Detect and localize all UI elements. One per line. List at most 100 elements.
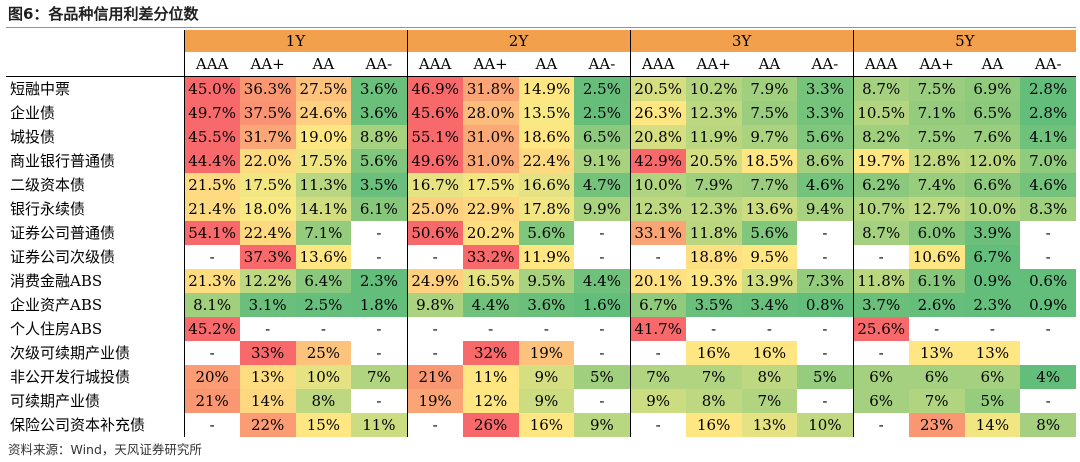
percentile-cell: 8.1% (183, 293, 240, 317)
percentile-cell: 3.4% (741, 293, 798, 317)
rating-header: AA- (351, 52, 408, 77)
percentile-cell: - (1020, 245, 1077, 269)
percentile-cell: 2.5% (295, 293, 352, 317)
percentile-cell: - (685, 317, 742, 341)
rating-header: AAA (406, 52, 463, 77)
percentile-cell: - (741, 317, 798, 341)
table-row: 证券公司普通债 54.1% 22.4% 7.1% -50.6% 20.2% 5.6% -33.… (6, 221, 1077, 245)
percentile-cell: 49.7% (183, 101, 240, 125)
row-label: 企业资产ABS (6, 293, 185, 317)
percentile-cell: 13.6% (741, 197, 798, 221)
percentile-cell: 7% (351, 365, 408, 389)
percentile-cell: 16% (685, 413, 742, 437)
percentile-cell: 13.6% (295, 245, 352, 269)
percentile-cell: - (1020, 317, 1077, 341)
row-label: 非公开发行城投债 (6, 365, 185, 389)
percentile-cell: 13.5% (518, 101, 575, 125)
percentile-cell: 6.1% (908, 269, 965, 293)
percentile-cell: 4.6% (1020, 173, 1077, 197)
percentile-cell: 32% (462, 341, 519, 365)
percentile-cell: 9% (574, 413, 631, 437)
percentile-cell: 20.5% (629, 76, 686, 101)
percentile-cell: 21.5% (183, 173, 240, 197)
percentile-cell: 5% (574, 365, 631, 389)
percentile-cell: 23% (908, 413, 965, 437)
percentile-cell: 18.6% (518, 125, 575, 149)
percentile-cell: 0.8% (797, 293, 854, 317)
percentile-cell: 6% (908, 365, 965, 389)
percentile-cell: 33.2% (462, 245, 519, 269)
percentile-cell: 4.4% (462, 293, 519, 317)
percentile-cell: 16.6% (518, 173, 575, 197)
percentile-cell: 13% (741, 413, 798, 437)
percentile-cell: 18.8% (685, 245, 742, 269)
percentile-cell: 9.9% (574, 197, 631, 221)
percentile-cell: 20.5% (685, 149, 742, 173)
row-label: 证券公司次级债 (6, 245, 185, 269)
percentile-cell: 7.1% (908, 101, 965, 125)
percentile-cell: 12.8% (908, 149, 965, 173)
percentile-cell: 12.7% (908, 197, 965, 221)
percentile-cell: 10% (797, 413, 854, 437)
percentile-cell: 9.8% (406, 293, 463, 317)
rating-header: AA+ (462, 52, 519, 77)
percentile-cell: 10.0% (964, 197, 1021, 221)
row-label: 次级可续期产业债 (6, 341, 185, 365)
percentile-cell: - (518, 317, 575, 341)
percentile-cell: 12.2% (239, 269, 296, 293)
percentile-cell: - (183, 341, 240, 365)
table-row: 商业银行普通债 44.4% 22.0% 17.5% 5.6% 49.6% 31.0% 22.4… (6, 149, 1077, 173)
rating-header: AA (295, 52, 352, 77)
table-row: 可续期产业债 21% 14% 8% -19% 12% 9% -9% 8% 7% -6% 7% 5% - (6, 389, 1077, 413)
percentile-cell: 2.3% (351, 269, 408, 293)
percentile-cell: 4.4% (574, 269, 631, 293)
percentile-cell: 11.9% (685, 125, 742, 149)
percentile-cell: 45.6% (406, 101, 463, 125)
percentile-cell: 27.5% (295, 76, 352, 101)
percentile-cell: 12.3% (685, 197, 742, 221)
percentile-cell: - (852, 245, 909, 269)
percentile-cell: 12% (462, 389, 519, 413)
percentile-cell: 37.5% (239, 101, 296, 125)
row-label: 企业债 (6, 101, 185, 125)
percentile-cell: 1.6% (574, 293, 631, 317)
corner-cell (6, 52, 185, 77)
percentile-cell: 7.4% (908, 173, 965, 197)
percentile-cell: 4.6% (797, 173, 854, 197)
percentile-cell: 6.7% (964, 245, 1021, 269)
row-label: 可续期产业债 (6, 389, 185, 413)
table-row: 非公开发行城投债 20% 13% 10% 7% 21% 11% 9% 5% 7% 7% 8% 5% 6% 6… (6, 365, 1077, 389)
percentile-cell: 13.9% (741, 269, 798, 293)
table-row: 消费金融ABS 21.3% 12.2% 6.4% 2.3% 24.9% 16.5% 9.5% 4… (6, 269, 1077, 293)
table-row: 保险公司资本补充债 -22% 15% 11% -26% 16% 9% -16% 13% 10% -2… (6, 413, 1077, 437)
percentile-cell: 41.7% (629, 317, 686, 341)
tenor-header-row: 1Y 2Y 3Y 5Y (6, 30, 1077, 52)
percentile-cell: 9.1% (574, 149, 631, 173)
percentile-cell: 9.7% (741, 125, 798, 149)
percentile-cell: - (351, 221, 408, 245)
rating-header: AA- (574, 52, 631, 77)
percentile-cell: 10.6% (908, 245, 965, 269)
percentile-cell: - (406, 317, 463, 341)
percentile-cell: 5.6% (351, 149, 408, 173)
percentile-cell: 13% (964, 341, 1021, 365)
percentile-cell: 50.6% (406, 221, 463, 245)
percentile-cell: 21% (183, 389, 240, 413)
percentile-cell: - (797, 317, 854, 341)
percentile-cell: 7.0% (1020, 149, 1077, 173)
percentile-cell: 45.0% (183, 76, 240, 101)
percentile-cell: 20% (183, 365, 240, 389)
tenor-header: 1Y (183, 30, 408, 52)
percentile-cell: 6.9% (964, 76, 1021, 101)
percentile-cell: 45.2% (183, 317, 240, 341)
percentile-cell: - (964, 317, 1021, 341)
percentile-cell: 16% (741, 341, 798, 365)
percentile-cell: 16% (685, 341, 742, 365)
percentile-cell: 7.6% (964, 125, 1021, 149)
percentile-cell: 7.5% (741, 101, 798, 125)
percentile-cell: 55.1% (406, 125, 463, 149)
percentile-cell: - (351, 317, 408, 341)
row-label: 消费金融ABS (6, 269, 185, 293)
percentile-cell: 4% (1020, 365, 1077, 389)
percentile-cell: 33.1% (629, 221, 686, 245)
